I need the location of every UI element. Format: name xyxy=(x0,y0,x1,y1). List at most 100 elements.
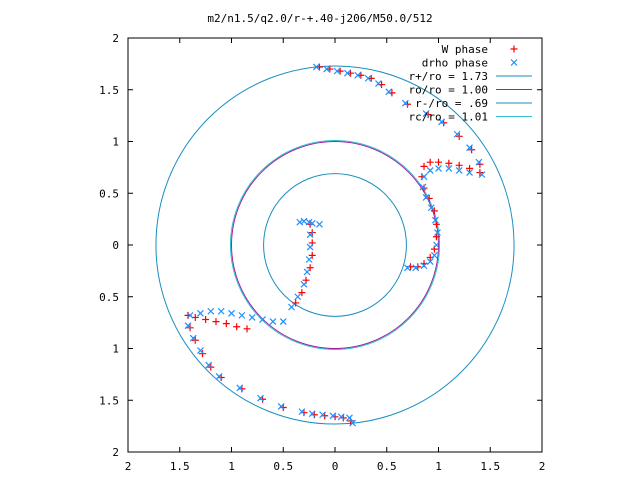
w-phase-point-24 xyxy=(430,207,438,215)
w-phase-point-17 xyxy=(445,159,453,167)
circle-2 xyxy=(263,173,407,317)
drho-phase-point-11 xyxy=(453,130,461,138)
y-tick-label-8: 2 xyxy=(112,32,119,45)
drho-phase-point-30 xyxy=(412,264,420,272)
drho-phase-point-22 xyxy=(422,193,430,201)
w-phase-point-15 xyxy=(466,164,474,172)
w-phase-point-19 xyxy=(426,158,434,166)
w-phase-point-49 xyxy=(199,350,207,358)
drho-phase-point-27 xyxy=(430,251,438,259)
drho-phase-point-24 xyxy=(431,216,439,224)
legend-label-1: drho phase xyxy=(422,57,488,70)
x-tick-label-0: 2 xyxy=(125,460,132,473)
y-tick-label-4: 0 xyxy=(112,239,119,252)
x-tick-label-7: 1.5 xyxy=(480,460,500,473)
drho-phase-point-16 xyxy=(455,167,463,174)
drho-phase-point-2 xyxy=(333,67,341,75)
drho-phase-point-54 xyxy=(184,322,192,330)
drho-phase-point-36 xyxy=(316,220,323,228)
x-tick-label-8: 2 xyxy=(539,460,546,473)
circle-1 xyxy=(231,141,439,349)
x-tick-label-1: 1.5 xyxy=(170,460,190,473)
legend-label-2: r+/ro = 1.73 xyxy=(409,70,488,83)
w-phase-point-16 xyxy=(455,161,463,169)
w-phase-point-36 xyxy=(306,264,314,272)
circle-3 xyxy=(229,139,441,351)
drho-phase-point-35 xyxy=(308,219,316,227)
drho-phase-point-26 xyxy=(433,241,440,249)
drho-phase-point-63 xyxy=(308,410,316,418)
w-phase-point-40 xyxy=(243,325,251,333)
axis-ticks: 2 1.5 1 0.5 0 0.5 1 1.5 221.510.500.511.52 xyxy=(99,32,545,473)
w-phase-point-20 xyxy=(420,162,428,170)
w-phase-point-43 xyxy=(212,318,220,326)
drho-phase-point-38 xyxy=(306,243,314,251)
drho-phase-point-57 xyxy=(205,361,213,369)
drho-phase-point-62 xyxy=(298,408,306,416)
drho-phase-point-53 xyxy=(186,311,194,319)
drho-phase-point-51 xyxy=(207,307,215,315)
legend-marker-0 xyxy=(510,45,518,53)
w-phase-point-35 xyxy=(308,251,316,259)
drho-phase-point-1 xyxy=(323,65,331,73)
drho-phase-point-56 xyxy=(197,347,204,354)
drho-phase-point-47 xyxy=(248,314,256,321)
drho-phase-point-48 xyxy=(238,311,246,319)
circle-0 xyxy=(155,65,515,425)
x-tick-label-5: 0.5 xyxy=(377,460,397,473)
drho-phase-point-0 xyxy=(312,63,320,71)
w-phase-point-38 xyxy=(298,289,306,297)
drho-phase-point-60 xyxy=(257,394,264,402)
chart-title: m2/n1.5/q2.0/r-+.40-j206/M50.0/512 xyxy=(207,12,432,25)
drho-phase-point-14 xyxy=(478,171,486,179)
drho-phase-point-67 xyxy=(346,414,353,422)
drho-phase-point-31 xyxy=(404,264,411,272)
drho-phase-point-59 xyxy=(236,384,244,392)
w-phase-point-39 xyxy=(292,299,300,307)
drho-phase-point-18 xyxy=(435,164,442,172)
drho-phase-point-64 xyxy=(319,411,327,419)
y-tick-label-7: 1.5 xyxy=(99,84,119,97)
drho-phase-point-44 xyxy=(279,318,287,326)
drho-phase-point-19 xyxy=(426,167,434,174)
drho-phase-point-9 xyxy=(422,110,430,117)
legend-marker-1 xyxy=(510,59,518,66)
drho-phase-point-7 xyxy=(385,88,393,96)
data-points xyxy=(184,63,486,427)
drho-phase-point-49 xyxy=(228,309,235,317)
drho-phase-point-23 xyxy=(427,204,435,212)
y-tick-label-5: 0.5 xyxy=(99,187,119,200)
drho-phase-point-3 xyxy=(343,69,351,77)
drho-phase-point-21 xyxy=(419,183,427,191)
drho-phase-point-39 xyxy=(305,256,313,263)
drho-phase-point-52 xyxy=(197,309,204,317)
legend-label-4: r-/ro = .69 xyxy=(415,97,488,110)
x-tick-label-4: 0 xyxy=(332,460,339,473)
y-tick-label-3: 0.5 xyxy=(99,291,119,304)
drho-phase-point-15 xyxy=(466,169,473,176)
drho-phase-point-66 xyxy=(337,413,345,421)
drho-phase-point-20 xyxy=(420,173,428,181)
drho-phase-point-55 xyxy=(189,334,197,342)
x-tick-label-3: 0.5 xyxy=(273,460,293,473)
drho-phase-point-32 xyxy=(296,218,304,226)
y-tick-label-6: 1 xyxy=(112,136,119,149)
drho-phase-point-12 xyxy=(466,144,473,152)
legend-label-0: W phase xyxy=(442,43,488,56)
drho-phase-point-5 xyxy=(364,74,372,82)
drho-phase-point-13 xyxy=(475,158,483,166)
drho-phase-point-43 xyxy=(288,303,295,311)
legend-label-5: rc/ro = 1.01 xyxy=(409,111,488,124)
drho-phase-point-61 xyxy=(277,403,285,410)
drho-phase-point-45 xyxy=(269,318,277,326)
drho-phase-point-10 xyxy=(438,118,446,126)
w-phase-point-44 xyxy=(202,316,210,324)
y-tick-label-0: 2 xyxy=(112,446,119,459)
drho-phase-point-33 xyxy=(300,217,308,225)
drho-phase-point-6 xyxy=(375,80,382,87)
drho-phase-point-42 xyxy=(294,293,302,301)
drho-phase-point-29 xyxy=(420,262,428,270)
drho-phase-point-8 xyxy=(401,99,409,107)
